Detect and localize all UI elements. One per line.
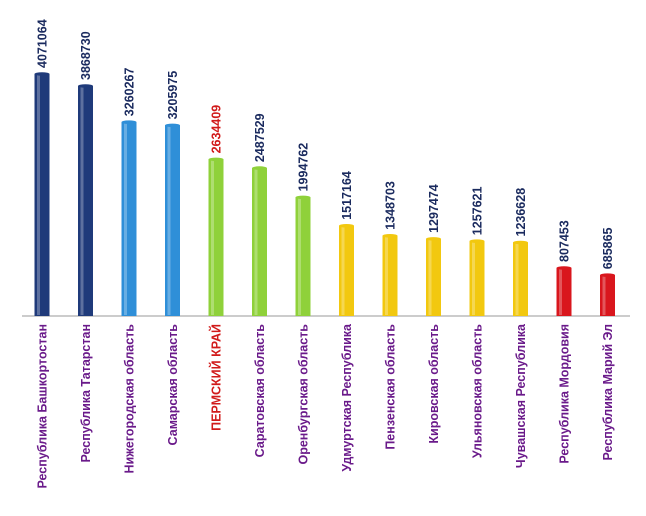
bar-highlight-0 bbox=[37, 75, 40, 315]
value-label-5: 2487529 bbox=[253, 113, 267, 162]
bar-cap-12 bbox=[556, 266, 572, 270]
bar-11 bbox=[513, 242, 528, 316]
bar-cap-3 bbox=[165, 123, 180, 128]
bar-cap-2 bbox=[121, 120, 137, 124]
category-label-6: Оренбургская область bbox=[297, 324, 311, 465]
category-label-3: Самарская область bbox=[166, 324, 180, 446]
category-label-8: Пензенская область bbox=[384, 324, 398, 450]
bar-highlight-1 bbox=[80, 87, 84, 315]
category-label-2: Нижегородская область bbox=[123, 324, 137, 474]
value-label-3: 3205975 bbox=[166, 71, 180, 120]
bars-group bbox=[34, 72, 615, 317]
category-label-13: Республика Марий Эл bbox=[601, 324, 615, 461]
category-label-9: Кировская область bbox=[427, 324, 441, 444]
bar-cap-6 bbox=[295, 195, 311, 200]
category-label-5: Саратовская область bbox=[253, 324, 267, 458]
bar-highlight-10 bbox=[472, 242, 475, 315]
value-label-10: 1257621 bbox=[471, 186, 485, 235]
bar-0 bbox=[34, 74, 50, 316]
bar-highlight-9 bbox=[428, 239, 432, 315]
bar-cap-13 bbox=[600, 273, 615, 278]
bar-highlight-3 bbox=[167, 126, 171, 316]
value-label-9: 1297474 bbox=[427, 184, 441, 233]
bar-9 bbox=[426, 238, 441, 316]
bar-7 bbox=[339, 225, 354, 316]
bar-highlight-7 bbox=[341, 226, 345, 315]
value-label-7: 1517164 bbox=[340, 171, 354, 220]
value-label-13: 685865 bbox=[601, 227, 615, 269]
category-label-11: Чувашская Республика bbox=[514, 323, 528, 468]
category-labels-group: Республика Башкортостан Республика Татарс… bbox=[36, 323, 616, 489]
bar-1 bbox=[78, 86, 93, 316]
value-label-1: 3868730 bbox=[79, 31, 93, 80]
bar-highlight-12 bbox=[559, 269, 562, 315]
bar-highlight-2 bbox=[124, 123, 127, 315]
bar-cap-9 bbox=[426, 237, 441, 241]
bar-highlight-13 bbox=[602, 276, 606, 315]
bar-cap-1 bbox=[78, 84, 93, 88]
bar-highlight-5 bbox=[254, 169, 258, 315]
value-label-6: 1994762 bbox=[297, 143, 311, 192]
value-label-4: 2634409 bbox=[210, 105, 224, 154]
category-label-7: Удмуртская Республика bbox=[340, 323, 354, 472]
category-label-0: Республика Башкортостан bbox=[36, 324, 50, 489]
value-label-11: 1236628 bbox=[514, 188, 528, 237]
bar-cap-0 bbox=[34, 72, 50, 76]
bar-highlight-11 bbox=[515, 243, 519, 315]
category-label-10: Ульяновская область bbox=[471, 324, 485, 458]
category-label-1: Республика Татарстан bbox=[79, 324, 93, 463]
value-label-8: 1348703 bbox=[384, 181, 398, 230]
category-label-12: Республика Мордовия bbox=[558, 324, 572, 464]
bar-highlight-6 bbox=[298, 198, 301, 315]
value-label-2: 3260267 bbox=[123, 67, 137, 116]
bar-cap-5 bbox=[252, 166, 267, 170]
bar-2 bbox=[121, 122, 137, 316]
bar-cap-8 bbox=[382, 234, 398, 238]
bar-highlight-4 bbox=[211, 160, 214, 315]
bar-cap-11 bbox=[513, 240, 528, 245]
bar-3 bbox=[165, 125, 180, 317]
value-labels-group: 4071064 3868730 3260267 3205975 2634409 24875… bbox=[36, 19, 616, 269]
bar-5 bbox=[252, 168, 267, 316]
bar-cap-7 bbox=[339, 224, 354, 228]
bar-6 bbox=[295, 197, 311, 316]
bar-4 bbox=[208, 159, 224, 316]
value-label-12: 807453 bbox=[558, 220, 572, 262]
value-label-0: 4071064 bbox=[36, 19, 50, 68]
bar-13 bbox=[600, 275, 615, 316]
bar-12 bbox=[556, 268, 572, 316]
bar-8 bbox=[382, 235, 398, 316]
bar-highlight-8 bbox=[385, 236, 388, 315]
category-label-4: ПЕРМСКИЙ КРАЙ bbox=[209, 324, 224, 431]
bar-cap-10 bbox=[469, 239, 485, 243]
bar-10 bbox=[469, 241, 485, 316]
bar-cap-4 bbox=[208, 157, 224, 162]
